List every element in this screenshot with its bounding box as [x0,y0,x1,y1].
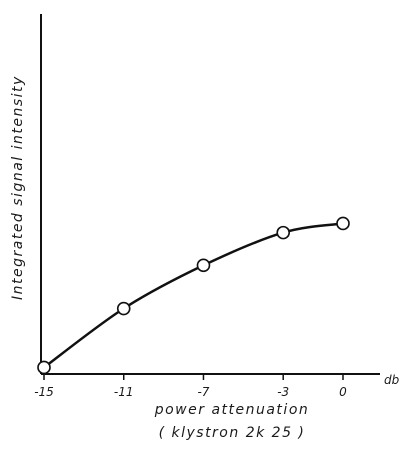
x-ticks [43,374,344,380]
x-axis-title: power attenuation [154,402,310,418]
x-tick-label-0: -15 [34,385,54,399]
x-tick-label-3: -3 [277,385,289,399]
data-point-0 [37,360,51,375]
x-axis-subtitle: ( klystron 2k 25 ) [159,425,306,441]
x-tick-label-2: -7 [197,385,209,399]
y-axis-title: Integrated signal intensity [10,75,26,300]
data-point-1 [116,301,131,316]
x-tick-label-4: 0 [339,385,347,399]
series-line [43,222,344,369]
data-point-2 [196,258,211,273]
x-tick-labels: -15 -11 -7 -3 0 [34,385,347,399]
data-point-4 [336,216,350,231]
x-tick-label-1: -11 [114,385,134,399]
data-point-3 [276,225,291,240]
series-markers [37,216,350,375]
x-unit-label: db [384,373,400,387]
